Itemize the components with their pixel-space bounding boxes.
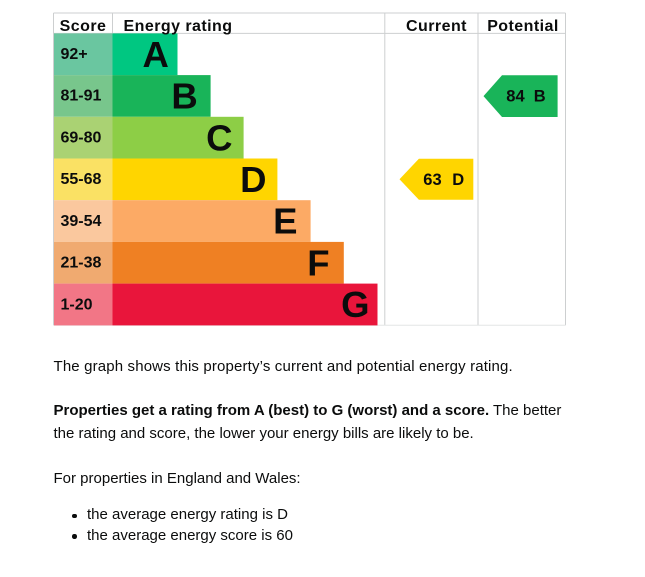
svg-text:84: 84 <box>506 88 525 106</box>
svg-text:69-80: 69-80 <box>61 129 102 146</box>
svg-text:B: B <box>171 76 197 117</box>
svg-text:E: E <box>273 201 297 242</box>
svg-text:Score: Score <box>60 18 107 35</box>
svg-text:Potential: Potential <box>487 18 559 35</box>
svg-text:G: G <box>341 284 369 325</box>
svg-text:A: A <box>142 34 168 75</box>
svg-text:Energy rating: Energy rating <box>124 18 233 35</box>
svg-text:D: D <box>240 159 266 200</box>
svg-text:55-68: 55-68 <box>61 171 102 188</box>
svg-text:B: B <box>534 88 546 106</box>
svg-text:92+: 92+ <box>61 46 88 63</box>
svg-text:81-91: 81-91 <box>61 88 102 105</box>
svg-text:21-38: 21-38 <box>61 255 102 272</box>
svg-text:D: D <box>452 171 464 189</box>
svg-text:1-20: 1-20 <box>61 296 93 313</box>
svg-text:Current: Current <box>406 18 467 35</box>
svg-text:F: F <box>307 242 329 283</box>
svg-text:63: 63 <box>423 171 441 189</box>
svg-text:39-54: 39-54 <box>61 213 102 230</box>
svg-text:C: C <box>206 117 232 158</box>
